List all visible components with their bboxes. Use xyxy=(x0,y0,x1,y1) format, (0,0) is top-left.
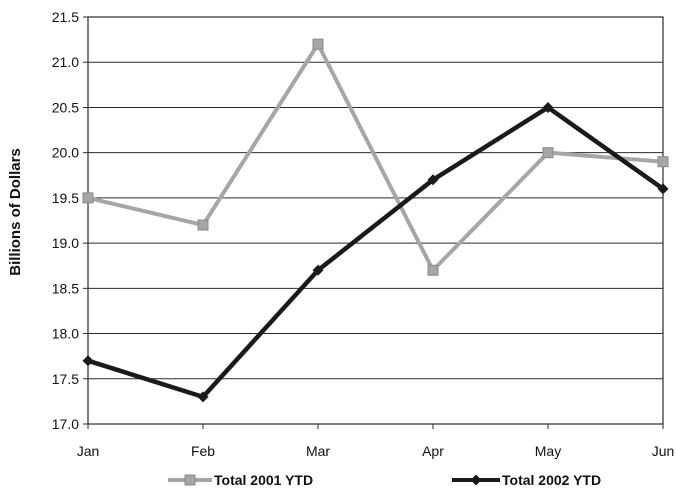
x-tick-label: Jun xyxy=(652,443,675,459)
data-point xyxy=(82,192,94,204)
y-axis-title: Billions of Dollars xyxy=(7,148,24,276)
y-tick-label: 21.5 xyxy=(52,9,79,25)
y-tick-labels: 21.5 21.0 20.5 20.0 19.5 19.0 18.5 18.0 17.5 17.0 xyxy=(52,9,79,432)
legend-label: Total 2002 YTD xyxy=(502,472,601,488)
data-point xyxy=(542,101,554,113)
y-tick-label: 17.0 xyxy=(52,416,79,432)
data-point xyxy=(427,264,439,276)
series-layer xyxy=(82,38,669,403)
legend-marker xyxy=(184,474,196,486)
y-tick-label: 19.0 xyxy=(52,235,79,251)
x-tick-label: Apr xyxy=(422,443,444,459)
data-point xyxy=(657,156,669,168)
legend-item-2: Total 2002 YTD xyxy=(452,472,601,488)
data-point xyxy=(82,355,94,367)
y-tick-label: 20.5 xyxy=(52,99,79,115)
y-tick-label: 20.0 xyxy=(52,145,79,161)
legend-label: Total 2001 YTD xyxy=(214,472,313,488)
series-line xyxy=(87,42,664,273)
data-point xyxy=(657,183,669,195)
series-2 xyxy=(82,101,669,403)
data-point xyxy=(197,219,209,231)
x-tick-label: May xyxy=(535,443,561,459)
plot-area-border xyxy=(87,16,664,425)
data-point xyxy=(312,38,324,50)
axes-layer xyxy=(83,16,664,429)
x-tick-label: Feb xyxy=(191,443,215,459)
data-point xyxy=(312,264,324,276)
series-1 xyxy=(82,38,669,276)
y-tick-label: 21.0 xyxy=(52,54,79,70)
grid-layer xyxy=(88,16,663,425)
y-tick-label: 18.0 xyxy=(52,326,79,342)
y-tick-label: 19.5 xyxy=(52,190,79,206)
data-point xyxy=(542,147,554,159)
data-point xyxy=(197,391,209,403)
x-tick-label: Jan xyxy=(77,443,100,459)
legend-item-1: Total 2001 YTD xyxy=(168,472,313,488)
legend: Total 2001 YTD Total 2002 YTD xyxy=(168,472,601,488)
x-tick-label: Mar xyxy=(306,443,330,459)
y-tick-label: 18.5 xyxy=(52,280,79,296)
x-tick-labels: Jan Feb Mar Apr May Jun xyxy=(77,443,675,459)
y-tick-label: 17.5 xyxy=(52,371,79,387)
series-line xyxy=(87,105,665,400)
legend-marker xyxy=(470,474,482,486)
data-point xyxy=(427,174,439,186)
